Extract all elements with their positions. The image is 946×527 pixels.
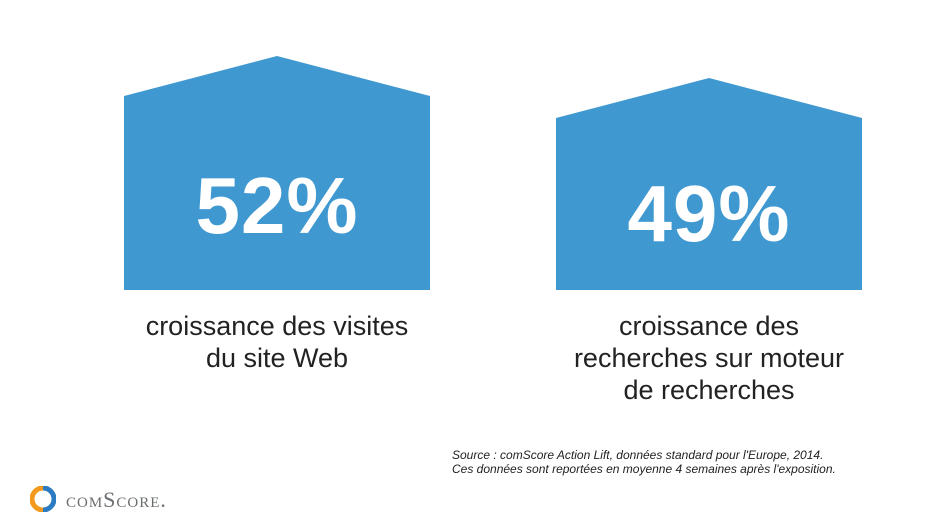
stat-caption-line: recherches sur moteur [573,343,845,373]
stat-house-shape [556,78,862,290]
comscore-logo-icon [30,486,56,512]
stat-caption-line: de recherches [623,375,795,405]
source-note: Source : comScore Action Lift, données s… [452,448,932,476]
stat-caption-line: croissance des visites [145,311,409,341]
stat-card-website-visits: 52% [124,56,430,290]
stat-value: 52% [195,161,359,250]
stat-house-polygon [556,78,862,290]
stat-caption-line: du site Web [205,343,349,373]
stat-caption-line: croissance des [618,311,800,341]
stat-house-polygon [124,56,430,290]
comscore-logo-text: comScore. [66,487,167,512]
stat-caption: croissance des recherches sur moteur de … [546,310,872,406]
source-line: Source : comScore Action Lift, données s… [452,448,824,462]
source-line: Ces données sont reportées en moyenne 4 … [452,462,836,476]
stat-value: 49% [627,169,791,258]
stat-caption: croissance des visites du site Web [124,310,430,374]
stat-card-search-queries: 49% [556,78,862,290]
stat-house-shape [124,56,430,290]
